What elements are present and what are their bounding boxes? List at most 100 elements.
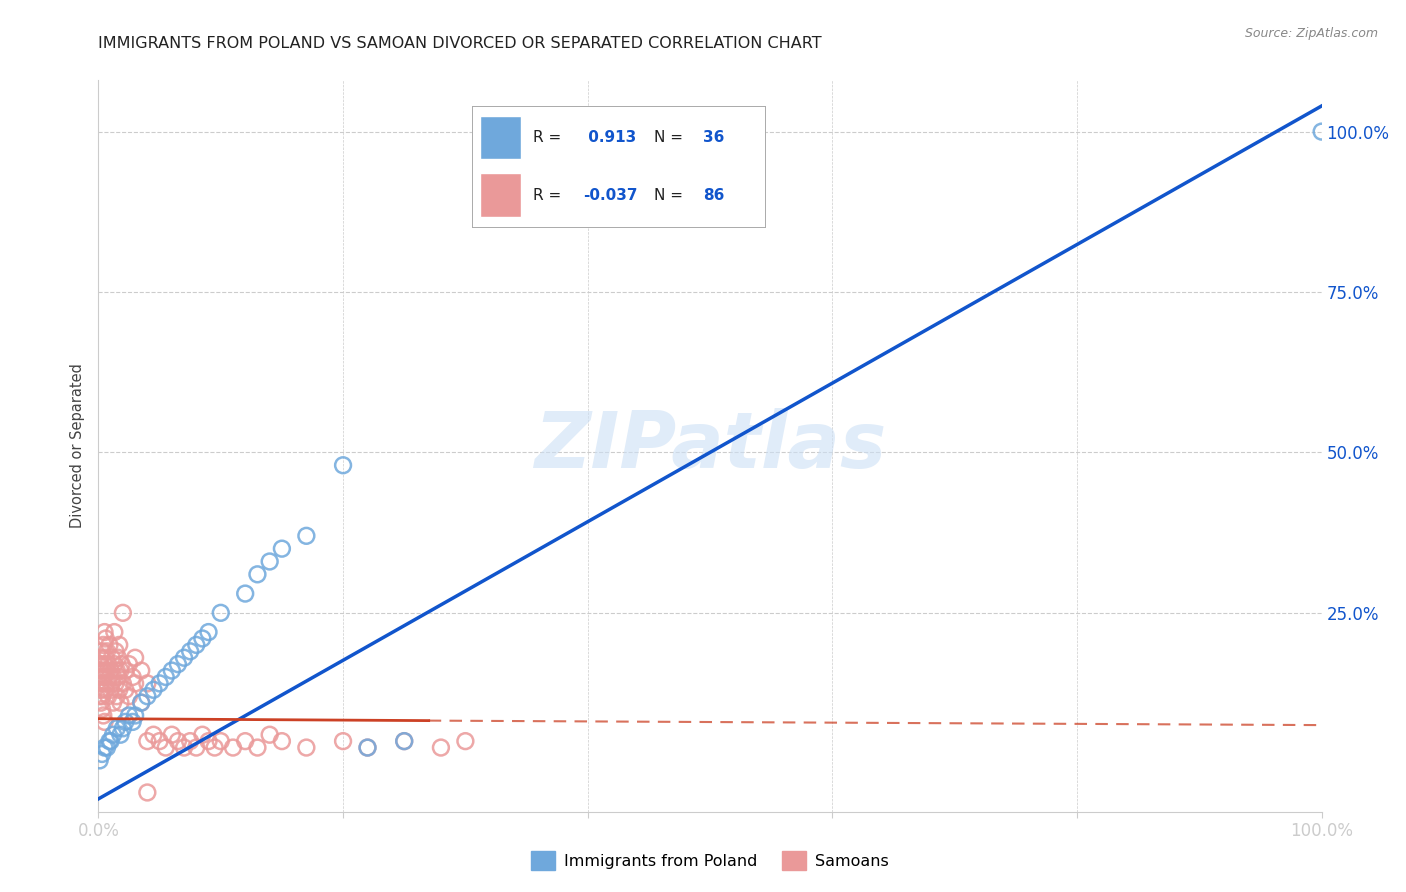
Point bbox=[233, 586, 256, 600]
Point bbox=[93, 740, 115, 755]
Point bbox=[204, 740, 226, 755]
Point bbox=[105, 690, 128, 704]
Point bbox=[209, 734, 232, 748]
Point bbox=[173, 740, 195, 755]
Text: N =: N = bbox=[654, 129, 688, 145]
Point bbox=[104, 644, 127, 658]
Point bbox=[89, 753, 111, 767]
Point bbox=[91, 690, 114, 704]
Point bbox=[100, 682, 122, 697]
Point bbox=[94, 650, 117, 665]
Text: -0.037: -0.037 bbox=[583, 187, 637, 202]
Point bbox=[93, 657, 115, 672]
Point bbox=[121, 670, 143, 684]
Point bbox=[91, 708, 114, 723]
Point bbox=[259, 554, 281, 568]
Point bbox=[100, 664, 122, 678]
Point bbox=[111, 606, 134, 620]
Point bbox=[124, 676, 146, 690]
Point bbox=[167, 657, 190, 672]
Point bbox=[98, 734, 121, 748]
Point bbox=[155, 740, 177, 755]
Point bbox=[118, 708, 141, 723]
Text: 0.913: 0.913 bbox=[583, 129, 637, 145]
Point bbox=[246, 740, 269, 755]
Point bbox=[101, 696, 124, 710]
Point bbox=[332, 458, 354, 473]
Point bbox=[91, 670, 114, 684]
Point bbox=[91, 676, 114, 690]
Point bbox=[454, 734, 477, 748]
Point bbox=[155, 670, 177, 684]
Text: R =: R = bbox=[533, 187, 567, 202]
FancyBboxPatch shape bbox=[481, 173, 522, 217]
Point bbox=[197, 734, 219, 748]
Point bbox=[124, 708, 146, 723]
Text: IMMIGRANTS FROM POLAND VS SAMOAN DIVORCED OR SEPARATED CORRELATION CHART: IMMIGRANTS FROM POLAND VS SAMOAN DIVORCE… bbox=[98, 36, 823, 51]
Point bbox=[91, 702, 114, 716]
Point bbox=[103, 657, 125, 672]
Point bbox=[110, 664, 132, 678]
Point bbox=[90, 664, 112, 678]
Point bbox=[246, 567, 269, 582]
Point bbox=[118, 690, 141, 704]
Point bbox=[142, 682, 165, 697]
Point bbox=[295, 740, 318, 755]
Point bbox=[191, 728, 214, 742]
Text: N =: N = bbox=[654, 187, 688, 202]
Point bbox=[160, 664, 183, 678]
Point bbox=[222, 740, 245, 755]
Point bbox=[149, 676, 172, 690]
Text: 36: 36 bbox=[703, 129, 725, 145]
Point bbox=[96, 664, 118, 678]
Point bbox=[197, 625, 219, 640]
Point bbox=[356, 740, 378, 755]
Point bbox=[90, 650, 112, 665]
Point bbox=[129, 696, 152, 710]
Point bbox=[107, 650, 129, 665]
Point bbox=[114, 714, 136, 729]
Point bbox=[259, 728, 281, 742]
Point bbox=[136, 690, 159, 704]
Point bbox=[111, 676, 134, 690]
Point bbox=[114, 682, 136, 697]
Point bbox=[173, 650, 195, 665]
Point bbox=[101, 728, 124, 742]
Point bbox=[111, 721, 134, 735]
Point bbox=[96, 676, 118, 690]
Point bbox=[97, 657, 120, 672]
Legend: Immigrants from Poland, Samoans: Immigrants from Poland, Samoans bbox=[524, 845, 896, 877]
Point bbox=[90, 682, 112, 697]
Point bbox=[103, 625, 125, 640]
Point bbox=[101, 670, 124, 684]
Point bbox=[105, 721, 128, 735]
Point bbox=[136, 734, 159, 748]
Point bbox=[90, 696, 112, 710]
Point bbox=[110, 696, 132, 710]
Text: ZIPatlas: ZIPatlas bbox=[534, 408, 886, 484]
Point bbox=[118, 657, 141, 672]
Point bbox=[142, 728, 165, 742]
Point bbox=[179, 644, 201, 658]
Point bbox=[167, 734, 190, 748]
Point bbox=[101, 650, 124, 665]
Point bbox=[270, 541, 294, 556]
Point bbox=[108, 682, 131, 697]
Point bbox=[93, 714, 115, 729]
Point bbox=[108, 638, 131, 652]
Point bbox=[107, 670, 129, 684]
Point bbox=[149, 734, 172, 748]
Point bbox=[129, 664, 152, 678]
Point bbox=[91, 664, 114, 678]
Point bbox=[94, 632, 117, 646]
Y-axis label: Divorced or Separated: Divorced or Separated bbox=[70, 364, 86, 528]
Point bbox=[89, 690, 111, 704]
Text: Source: ZipAtlas.com: Source: ZipAtlas.com bbox=[1244, 27, 1378, 40]
Point bbox=[104, 676, 127, 690]
Point bbox=[91, 638, 114, 652]
Point bbox=[100, 734, 122, 748]
Point bbox=[89, 676, 111, 690]
Point bbox=[91, 747, 114, 761]
Point bbox=[191, 632, 214, 646]
Point bbox=[111, 657, 134, 672]
